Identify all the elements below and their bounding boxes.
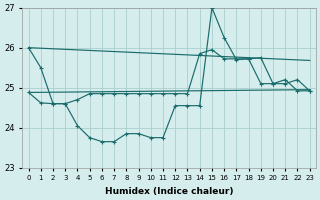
X-axis label: Humidex (Indice chaleur): Humidex (Indice chaleur): [105, 187, 233, 196]
